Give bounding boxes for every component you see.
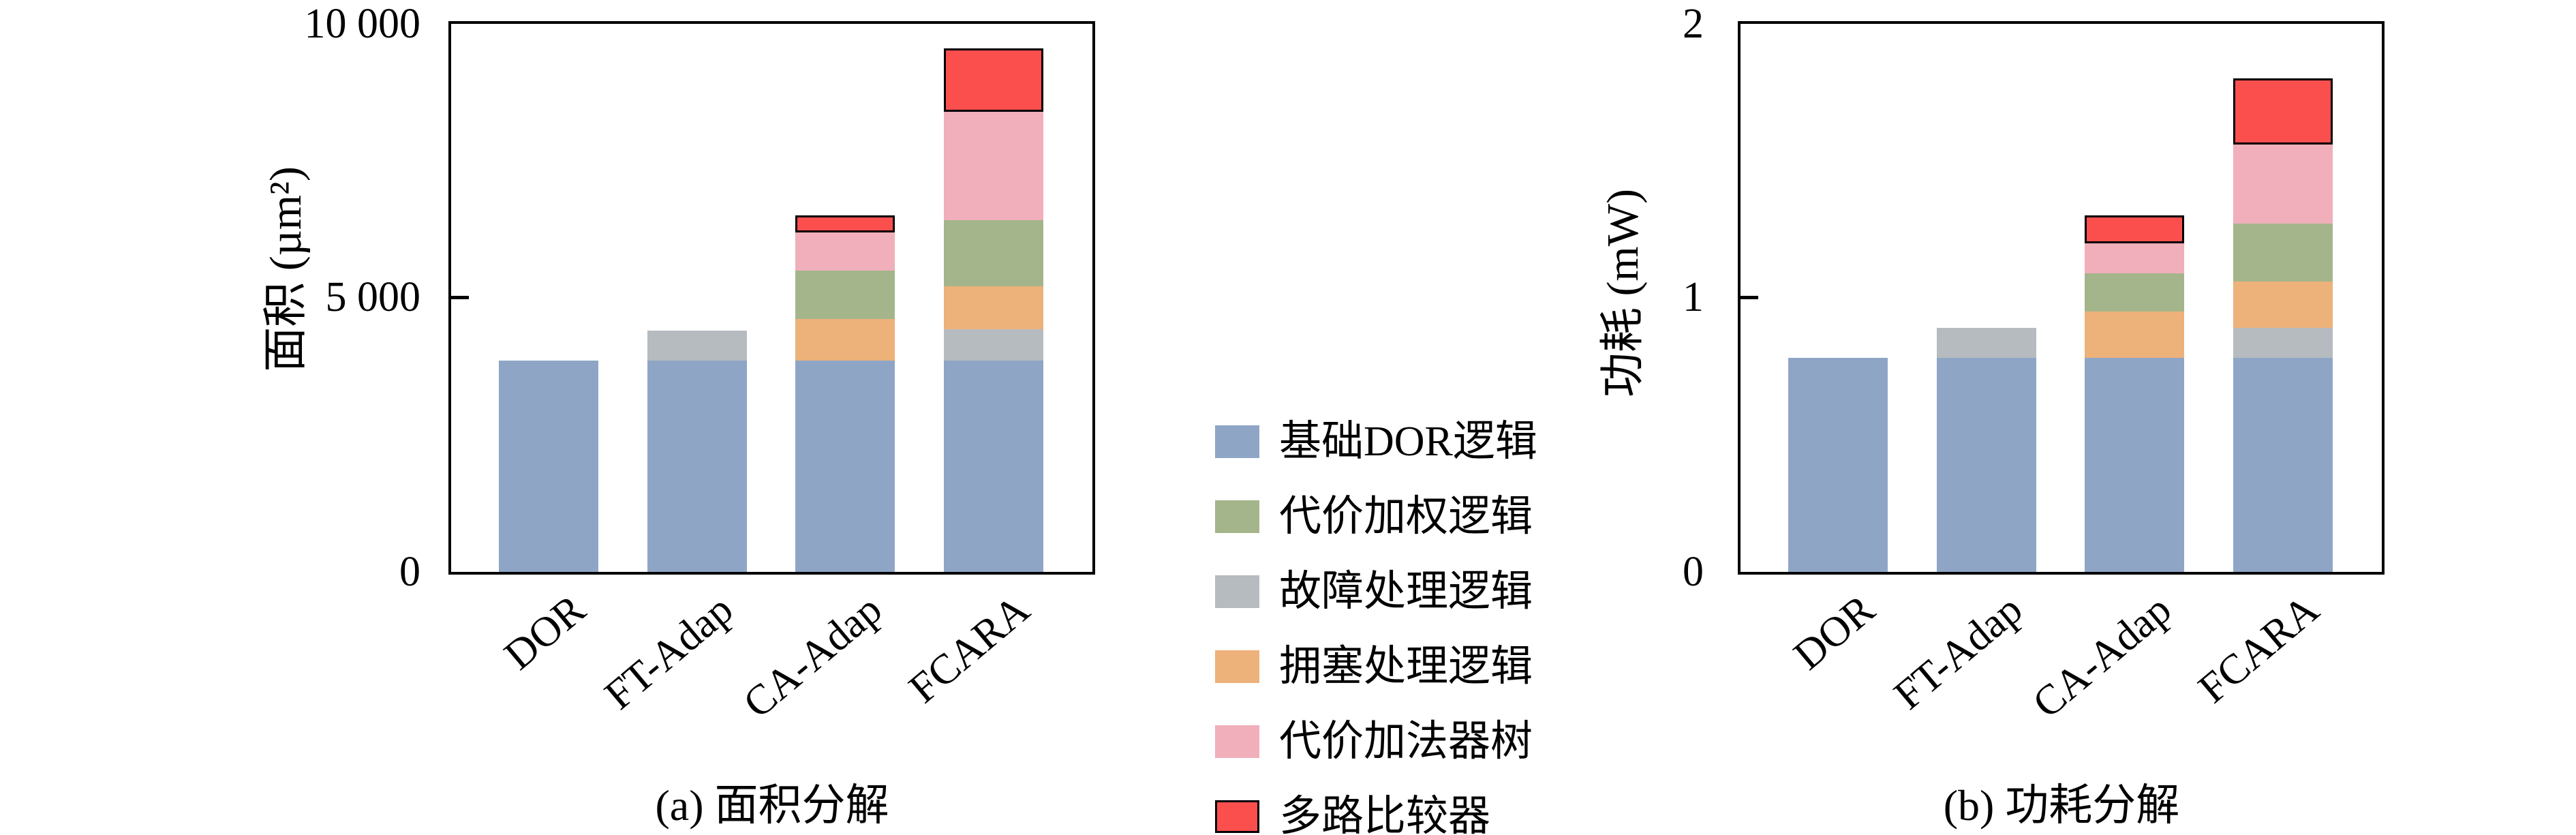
legend-label: 基础DOR逻辑 <box>1279 419 1537 465</box>
bar-segment-area-FCARA-拥塞处理逻辑 <box>943 286 1043 329</box>
bar-segment-power-FCARA-多路比较器 <box>2233 78 2333 145</box>
legend-swatch-base-dor-logic <box>1215 425 1259 458</box>
x-category-label-area-dor: DOR <box>495 586 594 679</box>
bar-segment-area-CA-Adap-拥塞处理逻辑 <box>795 318 895 361</box>
y-tick-mark-power-1 <box>1741 296 1758 299</box>
bar-segment-power-FCARA-故障处理逻辑 <box>2233 328 2333 359</box>
bar-segment-area-CA-Adap-代价加法器树 <box>795 232 895 271</box>
legend-label: 故障处理逻辑 <box>1279 568 1533 615</box>
y-tick-label-power-0: 0 <box>1683 549 1704 595</box>
bar-segment-area-CA-Adap-基础DOR逻辑 <box>795 361 895 572</box>
y-axis-title-area: 面积 (µm²) <box>261 166 311 372</box>
bar-segment-area-FCARA-故障处理逻辑 <box>943 329 1043 361</box>
bar-segment-area-CA-Adap-代价加权逻辑 <box>795 270 895 319</box>
bar-segment-area-FCARA-基础DOR逻辑 <box>943 361 1043 572</box>
bar-segment-area-FT-Adap-基础DOR逻辑 <box>647 361 747 572</box>
bar-segment-power-FT-Adap-故障处理逻辑 <box>1936 328 2036 359</box>
bar-segment-power-CA-Adap-代价加权逻辑 <box>2085 273 2184 312</box>
legend-item-congestion-logic: 拥塞处理逻辑 <box>1215 643 1533 690</box>
x-category-label-power-dor: DOR <box>1785 586 1884 679</box>
bar-segment-area-CA-Adap-多路比较器 <box>795 215 895 232</box>
bar-segment-power-FCARA-拥塞处理逻辑 <box>2233 281 2333 329</box>
bar-segment-power-FT-Adap-基础DOR逻辑 <box>1936 358 2036 572</box>
y-tick-label-area-10000: 10 000 <box>304 1 421 47</box>
bar-segment-power-DOR-基础DOR逻辑 <box>1788 358 1888 572</box>
bar-segment-power-FCARA-代价加法器树 <box>2233 144 2333 224</box>
bar-segment-area-FT-Adap-故障处理逻辑 <box>647 331 747 361</box>
legend-label: 代价加权逻辑 <box>1279 494 1533 540</box>
x-category-label-power-fcara: FCARA <box>2190 586 2328 712</box>
legend-label: 拥塞处理逻辑 <box>1279 643 1533 690</box>
legend-swatch-congestion-logic <box>1215 650 1259 683</box>
x-category-label-area-fcara: FCARA <box>900 586 1039 712</box>
x-category-label-power-ftadap: FT-Adap <box>1886 586 2031 719</box>
bar-segment-power-FCARA-基础DOR逻辑 <box>2233 358 2333 572</box>
legend-swatch-fault-logic <box>1215 575 1259 608</box>
legend-item-mux-comparator: 多路比较器 <box>1215 793 1490 835</box>
x-category-label-area-caadap: CA-Adap <box>735 586 891 727</box>
legend-swatch-mux-comparator <box>1215 800 1259 833</box>
legend-swatch-cost-weight-logic <box>1215 500 1259 533</box>
legend-item-fault-logic: 故障处理逻辑 <box>1215 568 1533 616</box>
bar-segment-area-FCARA-多路比较器 <box>943 48 1043 112</box>
legend-item-base-dor-logic: 基础DOR逻辑 <box>1215 418 1537 466</box>
y-tick-label-area-0: 0 <box>399 549 420 595</box>
bar-segment-power-FCARA-代价加权逻辑 <box>2233 224 2333 282</box>
y-tick-mark-area-5000 <box>451 296 469 299</box>
caption-power-chart: (b) 功耗分解 <box>1943 781 2180 830</box>
y-tick-label-power-2: 2 <box>1683 1 1704 47</box>
x-category-label-area-ftadap: FT-Adap <box>596 586 742 719</box>
y-tick-label-area-5000: 5 000 <box>325 274 421 320</box>
legend-item-cost-weight-logic: 代价加权逻辑 <box>1215 493 1533 541</box>
bar-segment-power-CA-Adap-基础DOR逻辑 <box>2085 358 2184 572</box>
legend-item-cost-adder-tree: 代价加法器树 <box>1215 718 1533 765</box>
bar-segment-area-FCARA-代价加权逻辑 <box>943 219 1043 287</box>
y-tick-label-power-1: 1 <box>1683 274 1704 320</box>
bar-segment-power-CA-Adap-拥塞处理逻辑 <box>2085 312 2184 359</box>
bar-segment-power-CA-Adap-代价加法器树 <box>2085 243 2184 273</box>
legend-swatch-cost-adder-tree <box>1215 725 1259 758</box>
legend-label: 多路比较器 <box>1279 793 1491 835</box>
legend-label: 代价加法器树 <box>1279 718 1533 765</box>
bar-segment-area-DOR-基础DOR逻辑 <box>499 361 598 572</box>
bar-segment-power-CA-Adap-多路比较器 <box>2085 215 2184 243</box>
bar-segment-area-FCARA-代价加法器树 <box>943 111 1043 220</box>
caption-area-chart: (a) 面积分解 <box>655 781 889 830</box>
x-category-label-power-caadap: CA-Adap <box>2024 586 2180 727</box>
